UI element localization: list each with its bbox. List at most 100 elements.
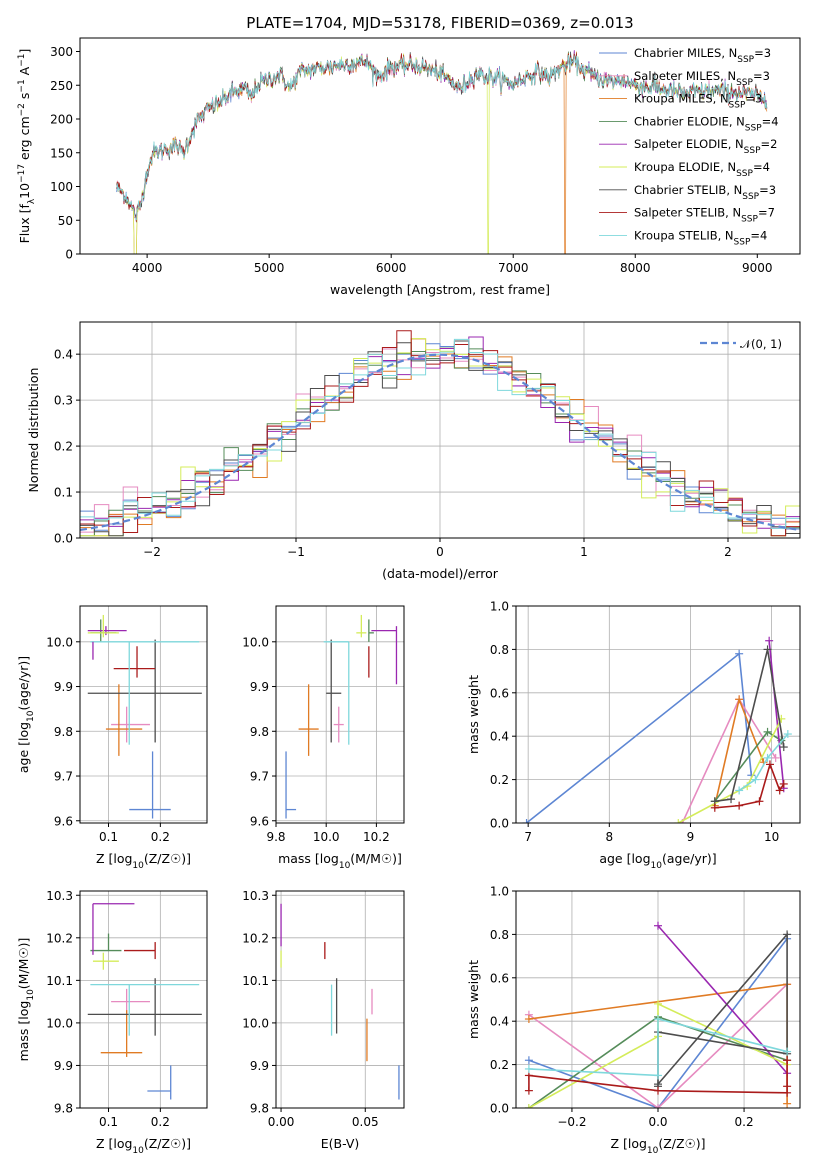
weight-line bbox=[681, 697, 777, 823]
histogram-step bbox=[80, 338, 800, 538]
y-tick-label: 10.0 bbox=[46, 1016, 73, 1030]
legend-label-part: =3 bbox=[745, 92, 762, 106]
legend-label-part: SSP bbox=[744, 146, 761, 156]
errorbar-point bbox=[129, 751, 171, 819]
y-tick-label: 0.0 bbox=[490, 817, 509, 831]
errorbar-point bbox=[92, 952, 119, 970]
axes-frame: 7 8 9 10 0.0 0.2 0.4 0.6 0.8 1.0 bbox=[490, 600, 801, 844]
age-mass-panel: 9.8 10.0 10.2 9.6 9.7 9.8 9.9 10.0 mass [log10(M… bbox=[242, 605, 405, 871]
plot-area bbox=[87, 614, 202, 819]
legend-label-part: Chabrier ELODIE, N bbox=[634, 114, 745, 128]
weight-z-panel: −0.2 0.0 0.2 0.0 0.2 0.4 0.6 0.8 1.0 Z [log10(Z/Z… bbox=[466, 885, 801, 1156]
legend-label-part: =7 bbox=[758, 206, 775, 220]
y-tick-label: 10.0 bbox=[242, 635, 269, 649]
spectrum-panel: 4000 5000 6000 7000 8000 9000 0 50 100 150 200 250 3… bbox=[17, 14, 801, 297]
y-tick-label: 1.0 bbox=[490, 885, 509, 899]
legend-label-part: Salpeter MILES, N bbox=[634, 69, 736, 83]
spectrum-ylabel-part: s bbox=[17, 93, 32, 104]
y-tick-label: 10.0 bbox=[242, 1016, 269, 1030]
axes-border bbox=[515, 605, 801, 824]
errorbar-point bbox=[285, 751, 297, 819]
weight-age-panel-ylabel: mass weight bbox=[466, 675, 481, 754]
mass-ebv-panel: 0.00 0.05 9.8 9.9 10.0 10.1 10.2 10.3 E(B-V) bbox=[242, 889, 405, 1151]
y-tick-label: 9.8 bbox=[250, 1102, 269, 1116]
mass-z-panel-ylabel-part: (M/M☉)] bbox=[16, 938, 31, 990]
legend-label: Salpeter MILES, NSSP=3 bbox=[634, 69, 770, 88]
age-z-panel-xlabel: Z [log10(Z/Z☉)] bbox=[96, 851, 191, 871]
errorbar-point bbox=[371, 626, 398, 685]
legend-label-part: SSP bbox=[729, 101, 746, 111]
plot-area bbox=[524, 921, 792, 1108]
weight-line bbox=[528, 938, 788, 1108]
y-tick-label: 9.7 bbox=[250, 770, 269, 784]
weight-line bbox=[714, 649, 785, 803]
y-tick-label: 9.9 bbox=[54, 680, 73, 694]
y-tick-label: 9.8 bbox=[54, 1102, 73, 1116]
mass-z-panel-xlabel-part: Z [log bbox=[96, 1136, 132, 1151]
axes-border bbox=[79, 890, 208, 1109]
legend-label-part: =4 bbox=[753, 160, 770, 174]
legend-label-part: Chabrier MILES, N bbox=[634, 46, 737, 60]
x-tick-label: 9.8 bbox=[266, 830, 285, 844]
age-z-panel-xlabel-part: 10 bbox=[132, 861, 144, 871]
x-tick-label: 10 bbox=[764, 830, 779, 844]
y-tick-label: 10.1 bbox=[46, 974, 73, 988]
weight-age-panel-xlabel-part: 10 bbox=[651, 861, 663, 871]
residual-legend: 𝒩(0, 1) bbox=[700, 337, 782, 351]
y-tick-label: 0.2 bbox=[54, 440, 73, 454]
y-tick-label: 9.8 bbox=[54, 725, 73, 739]
weight-line bbox=[714, 761, 785, 809]
x-tick-label: 7 bbox=[524, 830, 532, 844]
x-tick-label: 0 bbox=[436, 545, 444, 559]
mass-z-panel-xlabel: Z [log10(Z/Z☉)] bbox=[96, 1136, 191, 1156]
spectrum-ylabel-part: 10 bbox=[17, 183, 32, 199]
legend-label: Kroupa ELODIE, NSSP=4 bbox=[634, 160, 770, 179]
age-z-panel: 0.1 0.29.69.79.89.910.0Z [log10(Z/Z☉)]age… bbox=[16, 605, 208, 871]
age-z-panel-ylabel-part: (age/yr)] bbox=[16, 656, 31, 711]
spectrum-ylabel: Flux [fλ10−17 erg cm−2 s−1 A−1] bbox=[17, 49, 37, 244]
y-tick-label: 9.9 bbox=[250, 1059, 269, 1073]
y-tick-label: 10.2 bbox=[46, 931, 73, 945]
y-tick-label: 9.9 bbox=[54, 1059, 73, 1073]
legend-label: Chabrier STELIB, NSSP=3 bbox=[634, 183, 776, 202]
y-tick-label: 0 bbox=[65, 248, 73, 262]
y-tick-label: 10.1 bbox=[242, 974, 269, 988]
y-tick-label: 9.8 bbox=[250, 725, 269, 739]
residual-panel: −2 −1 0 1 2 0.0 0.1 0.2 0.3 0.4 (data-model)/error… bbox=[26, 321, 801, 581]
plot-area bbox=[116, 50, 768, 254]
y-tick-label: 50 bbox=[58, 214, 73, 228]
legend-label-part: Salpeter STELIB, N bbox=[634, 206, 741, 220]
x-tick-label: 5000 bbox=[254, 261, 285, 275]
legend-label-part: =3 bbox=[754, 46, 771, 60]
spectrum-line bbox=[116, 52, 768, 254]
x-tick-label: 2 bbox=[724, 545, 732, 559]
y-tick-label: 300 bbox=[50, 45, 73, 59]
mass-z-panel-ylabel-part: 10 bbox=[26, 989, 36, 1001]
spectrum-title-part: PLATE=1704, MJD=53178, FIBERID=0369, z=0… bbox=[246, 14, 633, 32]
legend-label-part: =2 bbox=[761, 137, 778, 151]
legend-label: Salpeter ELODIE, NSSP=2 bbox=[634, 137, 777, 156]
errorbar-point bbox=[326, 639, 342, 743]
y-tick-label: 1.0 bbox=[490, 600, 509, 614]
spectrum-ylabel-part: −17 bbox=[17, 164, 27, 183]
age-mass-panel-xlabel-part: 10 bbox=[339, 861, 351, 871]
x-tick-label: 0.1 bbox=[99, 1115, 118, 1129]
axes-frame: 0.1 0.2 9.8 9.9 10.0 10.1 10.2 10.3 bbox=[46, 889, 208, 1129]
axes-frame: 9.8 10.0 10.2 9.6 9.7 9.8 9.9 10.0 bbox=[242, 605, 405, 844]
x-tick-label: 9000 bbox=[742, 261, 773, 275]
weight-z-panel-xlabel-part: Z [log bbox=[610, 1136, 646, 1151]
legend-label-part: Kroupa STELIB, N bbox=[634, 228, 734, 242]
age-mass-panel-xlabel: mass [log10(M/M☉)] bbox=[278, 851, 402, 871]
x-tick-label: −0.2 bbox=[557, 1115, 586, 1129]
y-tick-label: 200 bbox=[50, 113, 73, 127]
axes-border bbox=[275, 890, 405, 1109]
weight-age-panel-xlabel-part: (age/yr)] bbox=[662, 851, 717, 866]
y-tick-label: 100 bbox=[50, 180, 73, 194]
x-tick-label: 8 bbox=[605, 830, 613, 844]
x-tick-label: −1 bbox=[287, 545, 305, 559]
legend-label: Kroupa MILES, NSSP=3 bbox=[634, 92, 762, 111]
y-tick-label: 0.8 bbox=[490, 643, 509, 657]
